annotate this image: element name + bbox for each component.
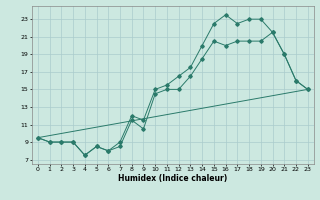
X-axis label: Humidex (Indice chaleur): Humidex (Indice chaleur) [118,174,228,183]
